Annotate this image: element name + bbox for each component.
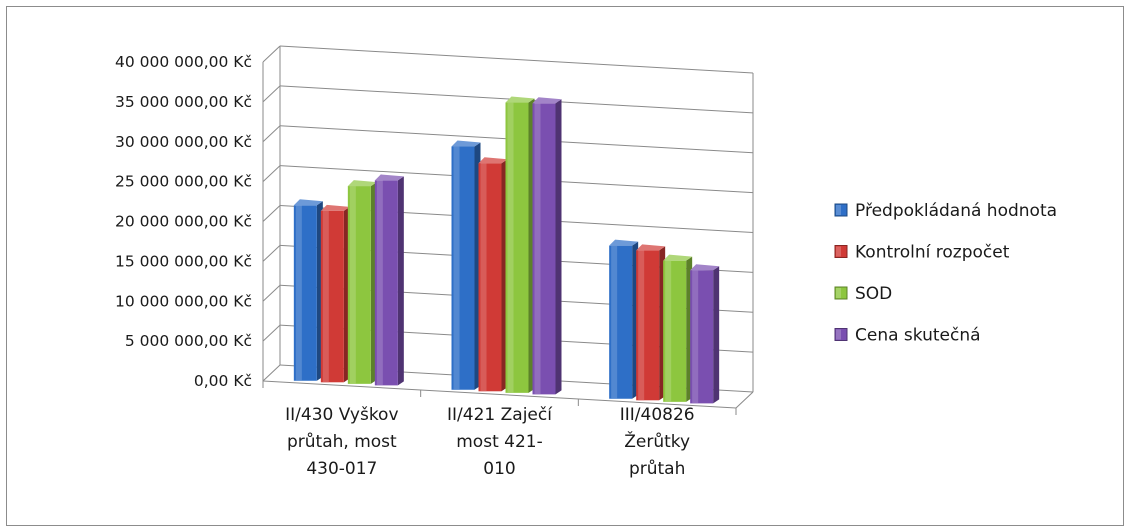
bar (505, 96, 535, 393)
bar-top-face (451, 140, 481, 147)
bars (293, 96, 720, 404)
bar (320, 204, 350, 383)
legend-entry: Předpokládaná hodnota (834, 201, 1057, 221)
legend-entry: SOD (834, 284, 892, 304)
side-wall-gridline (262, 205, 281, 222)
bar-highlight (349, 186, 356, 384)
bar (451, 140, 481, 390)
side-wall-gridline (262, 284, 281, 302)
bar-top-face (690, 264, 720, 271)
bar-top-face (374, 174, 404, 181)
legend: Předpokládaná hodnota Kontrolní rozpočet S… (834, 201, 1057, 346)
y-tick-label: 30 000 000,00 Kč (115, 133, 252, 151)
side-wall-gridline (262, 245, 281, 262)
bar-highlight (534, 103, 541, 395)
bar (663, 254, 693, 402)
bar (293, 199, 323, 381)
bar-top-face (478, 157, 508, 164)
bar (347, 180, 377, 384)
side-wall-gridline (262, 85, 281, 103)
bar-highlight (295, 205, 302, 381)
side-wall-gridline (262, 324, 281, 342)
legend-swatch-highlight (836, 329, 841, 340)
bar-top-face (320, 204, 350, 211)
y-tick-label: 35 000 000,00 Kč (115, 93, 252, 111)
bar-top-face (636, 244, 666, 251)
bar-highlight (638, 250, 645, 401)
bar (636, 244, 666, 401)
bar (374, 174, 404, 386)
bar-top-face (532, 97, 562, 104)
y-tick-label: 25 000 000,00 Kč (115, 173, 252, 191)
side-wall-gridline (262, 165, 281, 182)
bar-side-face (555, 99, 562, 395)
side-wall-gridline (262, 125, 281, 143)
bar-highlight (692, 270, 699, 404)
legend-entry: Kontrolní rozpočet (834, 243, 1010, 263)
bar-highlight (322, 210, 329, 383)
bar (532, 97, 562, 395)
bar (478, 157, 508, 392)
bar-highlight (453, 146, 460, 390)
legend-swatch-highlight (836, 205, 841, 215)
bar-top-face (663, 254, 693, 261)
bar-highlight (665, 260, 672, 402)
y-tick-label: 0,00 Kč (194, 372, 252, 390)
gridline (279, 45, 754, 74)
bar-top-face (347, 180, 377, 187)
bar-top-face (505, 96, 535, 103)
side-wall-gridline (262, 45, 281, 63)
legend-entry: Cena skutečná (834, 326, 981, 346)
bar-highlight (507, 102, 514, 393)
y-tick-label: 10 000 000,00 Kč (115, 292, 252, 310)
chart-frame (6, 6, 1124, 526)
y-tick-label: 40 000 000,00 Kč (115, 53, 252, 71)
legend-swatch-highlight (836, 288, 841, 298)
legend-label: SOD (855, 284, 892, 304)
bar (609, 239, 639, 399)
legend-label: Kontrolní rozpočet (855, 243, 1010, 263)
bar-side-face (397, 176, 404, 386)
bar-highlight (611, 245, 618, 399)
bar-highlight (480, 163, 487, 392)
legend-label: Cena skutečná (855, 326, 981, 346)
y-axis-tick-labels: 0,00 Kč 5 000 000,00 Kč 10 000 000,00 Kč 15… (115, 53, 252, 390)
side-wall-gridline (262, 364, 281, 382)
x-axis-category-labels: II/430 Vyškov průtah, most 430-017 II/421 Z… (285, 405, 694, 479)
floor-right-edge (735, 391, 754, 409)
legend-swatch-highlight (836, 246, 841, 257)
y-tick-label: 15 000 000,00 Kč (115, 252, 252, 270)
bar-top-face (293, 199, 323, 206)
floor-front-edge (262, 380, 737, 409)
bar-highlight (376, 180, 383, 386)
x-category-label: II/430 Vyškov průtah, most 430-017 (285, 405, 398, 479)
x-category-label: III/40826 Žerůtky průtah (620, 405, 695, 479)
y-tick-label: 5 000 000,00 Kč (125, 332, 252, 350)
bar-top-face (609, 239, 639, 246)
x-category-label: II/421 Zaječí most 421-010 (447, 405, 553, 479)
y-tick-label: 20 000 000,00 Kč (115, 213, 252, 231)
legend-label: Předpokládaná hodnota (855, 201, 1057, 221)
bar (690, 264, 720, 404)
bar-side-face (713, 266, 720, 404)
